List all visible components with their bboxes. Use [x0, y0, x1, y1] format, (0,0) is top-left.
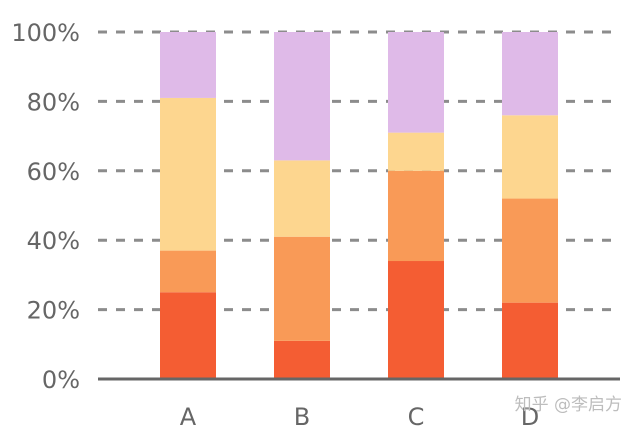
bar-segment-D-3	[502, 115, 558, 199]
y-tick-label: 100%	[11, 19, 80, 47]
y-tick-label: 0%	[42, 366, 80, 394]
x-tick-label: D	[521, 403, 539, 431]
bar-segment-C-3	[388, 132, 444, 171]
y-tick-label: 20%	[27, 297, 80, 325]
bar-segment-A-3	[160, 97, 216, 251]
bar-segment-B-1	[274, 340, 330, 379]
bar-segment-B-4	[274, 32, 330, 161]
bar-segment-C-1	[388, 261, 444, 379]
bar-segment-C-2	[388, 170, 444, 262]
bar-segment-A-4	[160, 32, 216, 98]
x-tick-label: C	[408, 403, 425, 431]
bar-segment-D-4	[502, 32, 558, 116]
bar-segment-C-4	[388, 32, 444, 133]
y-tick-label: 40%	[27, 227, 80, 255]
bar-segment-A-1	[160, 292, 216, 379]
bar-segment-B-3	[274, 160, 330, 237]
y-tick-label: 80%	[27, 88, 80, 116]
watermark: 知乎 @李启方	[515, 395, 622, 415]
x-tick-label: A	[180, 403, 197, 431]
bar-segment-D-2	[502, 198, 558, 303]
bar-segment-B-2	[274, 236, 330, 341]
bar-segment-A-2	[160, 250, 216, 293]
bar-segment-D-1	[502, 302, 558, 379]
y-tick-label: 60%	[27, 158, 80, 186]
x-tick-label: B	[294, 403, 310, 431]
